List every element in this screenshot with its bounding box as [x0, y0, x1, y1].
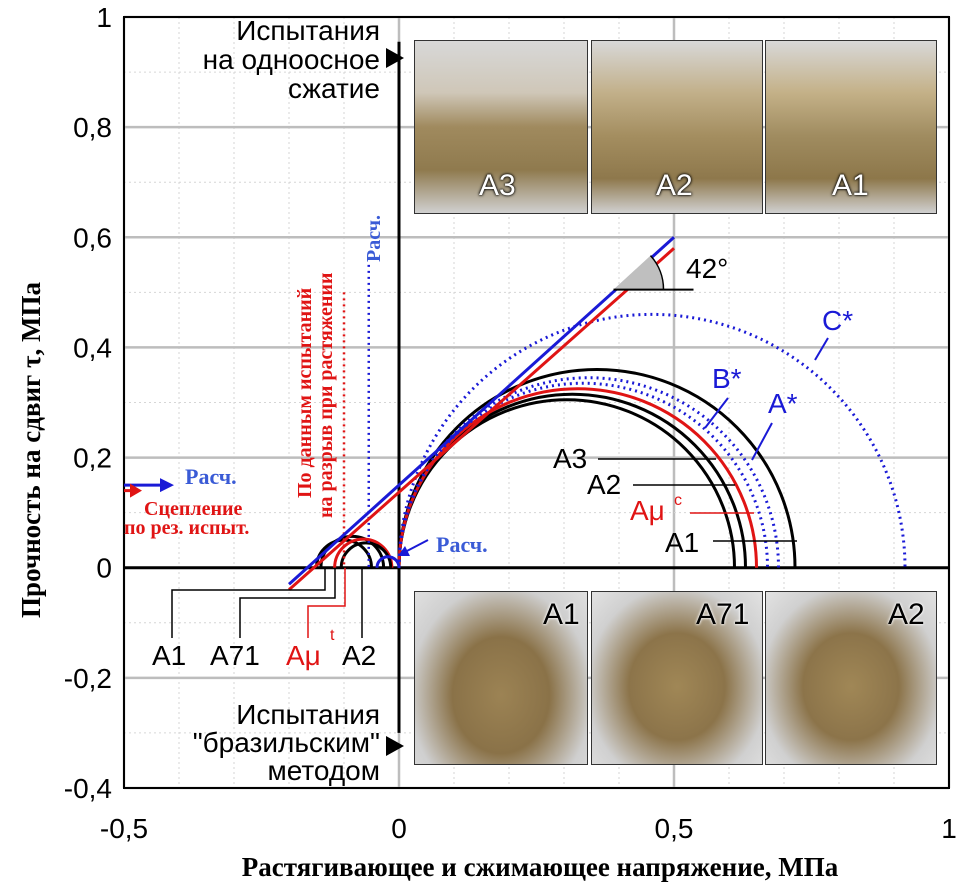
big-label-b: B* [712, 363, 742, 394]
tension-circle-label: Aμ [286, 640, 321, 671]
y-tick-label: 0 [96, 553, 112, 584]
cohesion-arrowhead-blue [160, 478, 174, 493]
small-circle-pointer-head [398, 546, 410, 556]
uniaxial-label-line: сжатие [288, 73, 380, 104]
photo-label: A71 [696, 598, 750, 631]
angle-wedge [613, 255, 664, 290]
envelope-line [287, 236, 676, 586]
mohr-circle [397, 312, 907, 568]
big-label-b-leader [704, 397, 729, 429]
y-tick-label: -0,2 [64, 663, 112, 694]
cohesion-red-label: Сцепление [144, 498, 243, 520]
y-tick-label: 1 [96, 2, 112, 33]
uniaxial-arrow [386, 48, 404, 68]
compression-circle-label: A1 [665, 527, 699, 558]
tension-label-leader [239, 567, 336, 638]
x-tick-label: 0,5 [655, 813, 694, 844]
big-label-c-leader [814, 337, 829, 361]
angle-arc [649, 255, 665, 290]
compression-circle-label: Aμ [630, 495, 665, 526]
envelope-line [288, 247, 675, 591]
mohr-circle [375, 555, 401, 568]
compression-circle-label: A3 [553, 443, 587, 474]
brazil-arrow [386, 736, 404, 756]
tension-circle-label: A71 [210, 640, 260, 671]
x-tick-label: 0 [391, 813, 407, 844]
photo-top-a1: A1 [765, 40, 937, 214]
x-tick-label: 1 [941, 813, 957, 844]
brazil-label-line: "бразильским" [193, 727, 380, 758]
y-tick-label: 0,8 [73, 112, 112, 143]
photo-label: A1 [832, 169, 869, 202]
cohesion-arrowhead-red [130, 483, 142, 498]
brazil-label-line: Испытания [236, 699, 380, 730]
photo-top-a3: A3 [414, 40, 588, 214]
cohesion-blue-label: Расч. [185, 464, 237, 489]
photo-bottom-a71: A71 [591, 591, 763, 765]
big-label-a: A* [768, 388, 798, 419]
photo-bottom-a2: A2 [765, 591, 937, 765]
photo-label: A2 [656, 169, 693, 202]
mohr-circle [397, 367, 797, 568]
angle-label: 42° [686, 253, 728, 284]
y-tick-label: 0,6 [73, 222, 112, 253]
big-label-c: C* [822, 305, 853, 336]
tension-blue-label: Расч. [363, 215, 385, 262]
uniaxial-label-line: Испытания [236, 15, 380, 46]
plot-border [123, 16, 950, 789]
small-circle-label: Расч. [436, 532, 488, 557]
cohesion-red-label: по рез. испыт. [124, 517, 249, 539]
tension-label-leader [171, 567, 326, 638]
tension-circle-label: A1 [152, 640, 186, 671]
y-tick-label: 0,4 [73, 332, 112, 363]
small-circle-pointer [404, 539, 429, 553]
tension-red-label: По данным испытаний [294, 288, 316, 498]
tension-superscript: t [330, 627, 335, 644]
tick-labels: -0,5 0 0,5 1 1 0,8 0,6 0,4 0,2 0 -0,2 -0,4 [64, 2, 957, 844]
y-axis-title: Прочность на сдвиг τ, МПа [16, 282, 46, 618]
x-axis-title: Растягивающее и сжимающее напряжение, МП… [242, 852, 839, 882]
plot-frame [123, 16, 950, 789]
photo-label: A3 [479, 169, 516, 202]
tension-circle-label: A2 [342, 640, 376, 671]
mohr-circle [397, 387, 758, 568]
big-label-a-leader [751, 422, 773, 461]
photo-label: A1 [543, 598, 580, 631]
mohr-circles [315, 312, 907, 568]
compression-circle-label: A2 [587, 469, 621, 500]
envelope-lines [287, 236, 676, 591]
y-tick-label: -0,4 [64, 773, 112, 804]
y-tick-label: 0,2 [73, 443, 112, 474]
tension-red-label: на разрыв при растяжении [315, 273, 337, 518]
photo-label: A2 [888, 598, 925, 631]
photo-top-a2: A2 [591, 40, 763, 214]
mohr-circle [397, 381, 769, 568]
uniaxial-label-line: на одноосное [203, 44, 380, 75]
x-tick-label: -0,5 [100, 813, 148, 844]
brazil-label-line: методом [267, 755, 380, 786]
tension-label-leader [307, 567, 346, 638]
compression-superscript: c [674, 492, 682, 509]
photo-bottom-a1: A1 [414, 591, 588, 765]
